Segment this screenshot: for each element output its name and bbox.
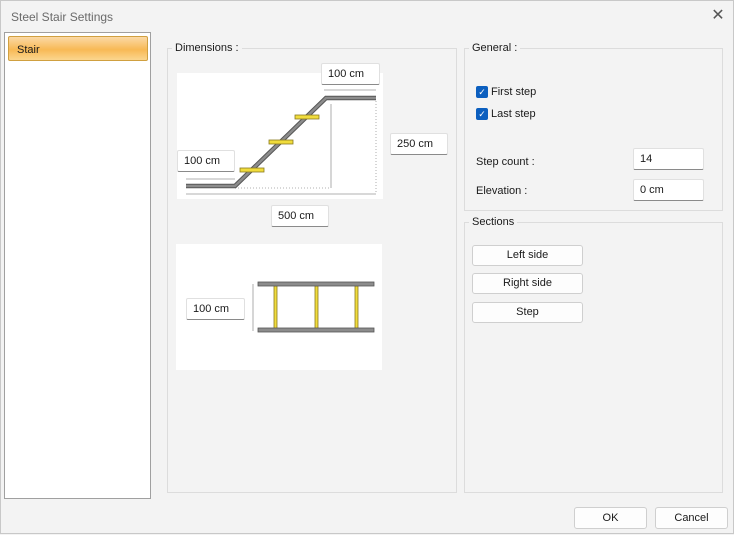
check-icon: ✓	[476, 86, 488, 98]
general-label: General :	[469, 42, 521, 54]
sections-label: Sections	[469, 216, 518, 228]
right-side-button[interactable]: Right side	[472, 273, 583, 294]
step-count-label: Step count :	[476, 156, 535, 168]
bottom-length-input[interactable]: 100 cm	[177, 150, 235, 172]
total-length-input[interactable]: 500 cm	[271, 205, 329, 227]
step	[294, 114, 320, 120]
elevation-label: Elevation :	[476, 185, 528, 197]
stair-elevation-diagram	[177, 73, 383, 199]
dimensions-label: Dimensions :	[172, 42, 242, 54]
top-length-input[interactable]: 100 cm	[321, 63, 380, 85]
sections-group: Sections	[464, 216, 723, 493]
right-rail	[257, 327, 375, 333]
left-rail	[257, 281, 375, 287]
width-input[interactable]: 100 cm	[186, 298, 245, 320]
first-step-checkbox[interactable]: ✓ First step	[476, 86, 536, 98]
step	[268, 139, 294, 145]
sidebar-item-stair[interactable]: Stair	[8, 36, 148, 61]
dimensions-group: Dimensions :	[167, 42, 457, 493]
elevation-input[interactable]: 0 cm	[633, 179, 704, 201]
last-step-checkbox[interactable]: ✓ Last step	[476, 108, 536, 120]
height-input[interactable]: 250 cm	[390, 133, 448, 155]
step-section	[354, 285, 359, 330]
step-section	[273, 285, 278, 330]
step	[239, 167, 265, 173]
sidebar: Stair	[4, 32, 151, 499]
general-group: General :	[464, 42, 723, 211]
last-step-label: Last step	[491, 108, 536, 120]
step-count-input[interactable]: 14	[633, 148, 704, 170]
step-section	[314, 285, 319, 330]
cancel-button[interactable]: Cancel	[655, 507, 728, 529]
close-icon[interactable]: ✕	[711, 7, 725, 24]
window-title: Steel Stair Settings	[11, 10, 114, 24]
check-icon: ✓	[476, 108, 488, 120]
step-button[interactable]: Step	[472, 302, 583, 323]
ok-button[interactable]: OK	[574, 507, 647, 529]
first-step-label: First step	[491, 86, 537, 98]
left-side-button[interactable]: Left side	[472, 245, 583, 266]
